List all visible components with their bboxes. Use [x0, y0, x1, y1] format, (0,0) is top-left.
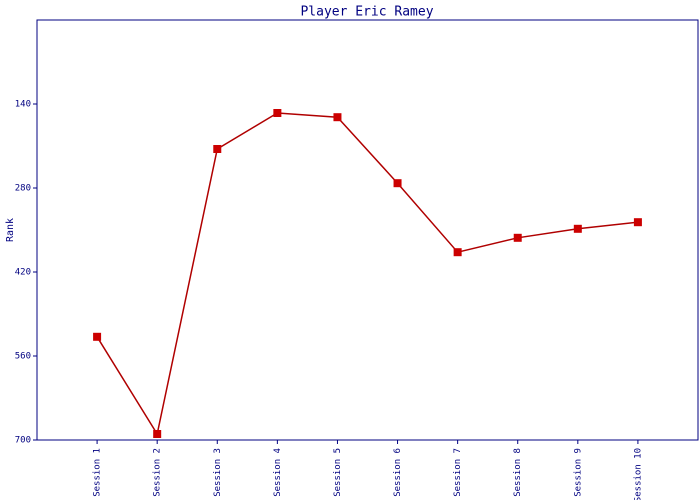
y-axis-label: Rank: [5, 218, 16, 242]
x-tick-label: Session 9: [573, 448, 583, 497]
y-tick-label: 560: [15, 352, 31, 362]
point-marker: [453, 248, 462, 257]
x-tick-label: Session 6: [393, 448, 403, 497]
point-marker: [93, 332, 102, 341]
y-tick-label: 140: [15, 100, 31, 110]
y-tick-label: 420: [15, 268, 31, 278]
y-tick-label: 700: [15, 436, 31, 446]
point-marker: [273, 109, 282, 117]
x-tick-label: Session 7: [453, 448, 463, 497]
x-tick-label: Session 10: [633, 448, 643, 500]
x-tick-label: Session 3: [213, 448, 223, 497]
plot-frame: [36, 19, 699, 441]
point-marker: [633, 218, 642, 227]
point-marker: [393, 179, 402, 188]
series-line: [96, 112, 638, 436]
x-tick-label: Session 4: [273, 448, 283, 497]
point-marker: [513, 233, 522, 242]
y-tick-label: 280: [15, 184, 31, 194]
point-marker: [573, 224, 582, 233]
x-tick-label: Session 8: [513, 448, 523, 497]
chart-title: Player Eric Ramey: [300, 5, 433, 20]
point-marker: [333, 113, 342, 122]
x-tick-label: Session 5: [333, 448, 343, 497]
point-marker: [213, 145, 222, 153]
x-tick-label: Session 2: [153, 448, 163, 497]
x-tick-label: Session 1: [93, 448, 103, 497]
point-marker: [153, 430, 162, 438]
